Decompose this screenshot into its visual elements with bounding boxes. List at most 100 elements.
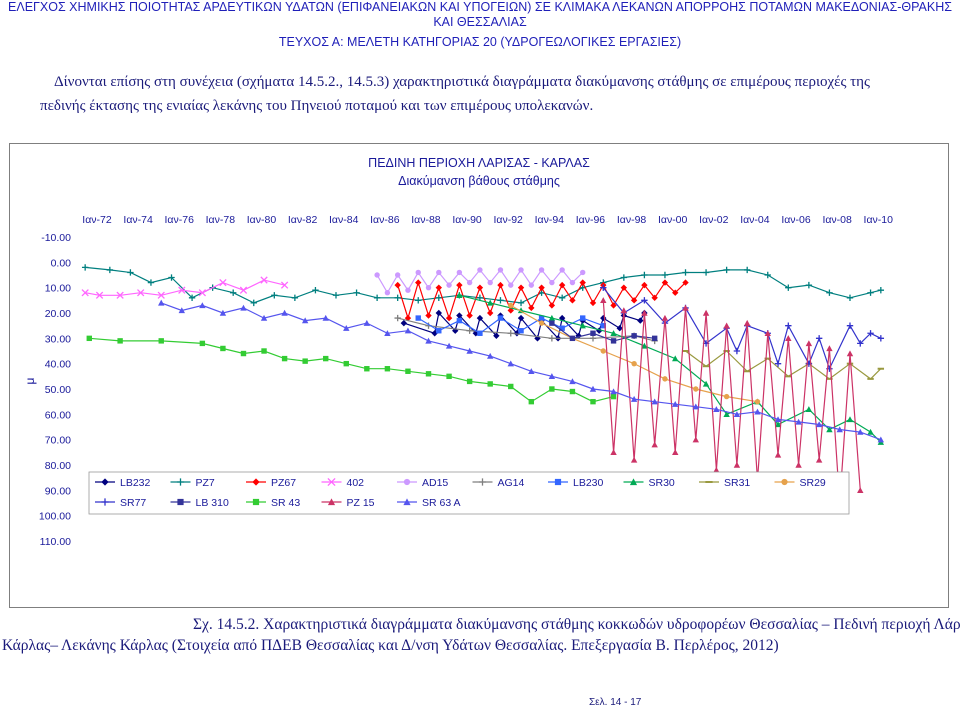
data-point-pz-15: [651, 441, 658, 448]
legend-marker-sr77: [101, 498, 109, 506]
legend-label-lb230: LB230: [573, 477, 604, 489]
data-point-sr31: [743, 370, 751, 373]
data-point-sr30: [867, 428, 874, 435]
data-point-402: [280, 281, 289, 289]
data-point-lb230: [497, 315, 504, 321]
data-point-pz67: [528, 304, 535, 312]
data-point-lb232: [534, 335, 541, 342]
legend-item-sr-43: SR 43: [246, 497, 300, 509]
data-point-sr77: [857, 340, 864, 347]
legend-item-sr77: SR77: [95, 497, 146, 509]
data-point-pz7: [497, 297, 504, 304]
data-point-pz7: [517, 299, 525, 307]
data-point-sr-43: [405, 368, 411, 374]
data-point-lb230: [580, 315, 586, 321]
data-point-sr29: [631, 360, 637, 367]
data-point-sr77: [877, 335, 885, 342]
data-point-ad15: [394, 272, 401, 278]
data-point-sr30: [826, 426, 833, 433]
data-point-pz67: [620, 284, 628, 291]
data-point-sr-63-a: [733, 411, 741, 418]
x-tick-label: Ιαν-82: [288, 214, 318, 226]
data-point-pz-15: [857, 487, 864, 494]
data-point-sr-63-a: [466, 347, 473, 354]
data-point-pz-15: [702, 309, 710, 316]
data-point-ad15: [487, 279, 493, 286]
data-point-sr30: [548, 314, 556, 321]
data-point-sr-63-a: [178, 307, 185, 314]
data-point-pz67: [672, 289, 679, 296]
data-point-sr-63-a: [713, 406, 720, 412]
data-point-sr-63-a: [425, 337, 432, 344]
data-point-pz7: [702, 269, 710, 276]
data-point-lb232: [431, 330, 438, 337]
series-line-ag14: [397, 317, 655, 342]
legend-label-sr29: SR29: [800, 477, 826, 489]
y-tick-label: 20.00: [45, 308, 71, 320]
data-point-sr30: [702, 380, 710, 387]
data-point-pz7: [867, 289, 874, 296]
legend-marker-sr-63-a: [403, 498, 411, 506]
data-point-lb232: [476, 314, 484, 322]
data-point-lb-310: [569, 335, 576, 342]
data-point-lb230: [415, 315, 421, 321]
series-line-sr-43: [89, 337, 614, 403]
data-point-lb230: [436, 328, 442, 334]
data-point-sr-63-a: [301, 317, 309, 324]
series-line-lb-310: [551, 322, 655, 342]
data-point-sr-63-a: [651, 398, 658, 405]
data-point-sr29: [693, 386, 699, 392]
y-axis-tick-labels: -10.00 0.00 10.00 20.00 30.00 40.00 50.00 60.00…: [39, 232, 71, 548]
data-point-sr-43: [240, 350, 247, 357]
data-point-lb232: [637, 317, 644, 324]
figure-caption: Σχ. 14.5.2. Χαρακτηριστικά διαγράμματα δ…: [0, 614, 960, 656]
data-point-sr77: [600, 284, 607, 291]
data-point-sr-43: [199, 340, 206, 347]
data-point-sr-43: [487, 381, 493, 387]
data-point-sr-43: [590, 398, 596, 405]
data-point-sr-43: [117, 338, 123, 344]
data-point-402: [137, 289, 145, 297]
legend-item-sr29: SR29: [774, 477, 826, 489]
y-tick-label: 0.00: [51, 257, 72, 269]
data-point-sr-63-a: [589, 385, 597, 392]
data-point-pz67: [445, 314, 453, 322]
data-point-pz-15: [630, 456, 638, 463]
data-point-sr-63-a: [548, 373, 556, 380]
data-point-sr-43: [364, 366, 370, 372]
legend-marker-lb232: [101, 478, 109, 486]
series-sr31: [682, 350, 885, 380]
series-line-sr-63-a: [160, 302, 882, 441]
x-tick-label: Ιαν-02: [699, 214, 729, 226]
x-tick-label: Ιαν-92: [493, 214, 523, 226]
header-line-1: ΕΛΕΓΧΟΣ ΧΗΜΙΚΗΣ ΠΟΙΟΤΗΤΑΣ ΑΡΔΕΥΤΙΚΩΝ ΥΔΑ…: [8, 0, 952, 14]
data-point-pz-15: [764, 330, 771, 336]
data-point-pz-15: [723, 322, 730, 329]
x-tick-label: Ιαν-76: [165, 214, 195, 226]
legend-label-pz-15: PZ 15: [347, 497, 375, 509]
data-point-ag14: [589, 335, 597, 342]
data-point-ad15: [518, 267, 524, 273]
data-point-pz67: [394, 281, 401, 289]
report-header: ΕΛΕΓΧΟΣ ΧΗΜΙΚΗΣ ΠΟΙΟΤΗΤΑΣ ΑΡΔΕΥΤΙΚΩΝ ΥΔΑ…: [0, 0, 960, 50]
data-point-lb-310: [651, 335, 658, 342]
data-point-sr-63-a: [692, 403, 699, 410]
data-point-pz67: [538, 284, 545, 291]
x-tick-label: Ιαν-06: [781, 214, 811, 226]
series-sr-43: [86, 335, 617, 405]
data-point-ag14: [466, 327, 473, 334]
data-point-sr31: [723, 350, 730, 352]
data-point-pz67: [682, 279, 689, 286]
data-point-pz67: [486, 309, 494, 317]
chart-legend: LB232 PZ7 PZ67 402 AD15 AG14 LB230 SR30 SR31 SR29…: [88, 471, 850, 515]
data-point-sr-63-a: [754, 408, 761, 415]
data-point-lb232: [616, 325, 623, 332]
data-point-pz7: [435, 294, 442, 301]
data-point-402: [219, 278, 227, 287]
legend-label-sr30: SR30: [649, 477, 675, 489]
y-tick-label: 50.00: [45, 384, 71, 396]
data-point-sr-43: [220, 345, 226, 352]
legend-label-sr-43: SR 43: [271, 497, 300, 509]
y-tick-label: 60.00: [45, 409, 71, 421]
data-point-pz7: [373, 294, 381, 301]
